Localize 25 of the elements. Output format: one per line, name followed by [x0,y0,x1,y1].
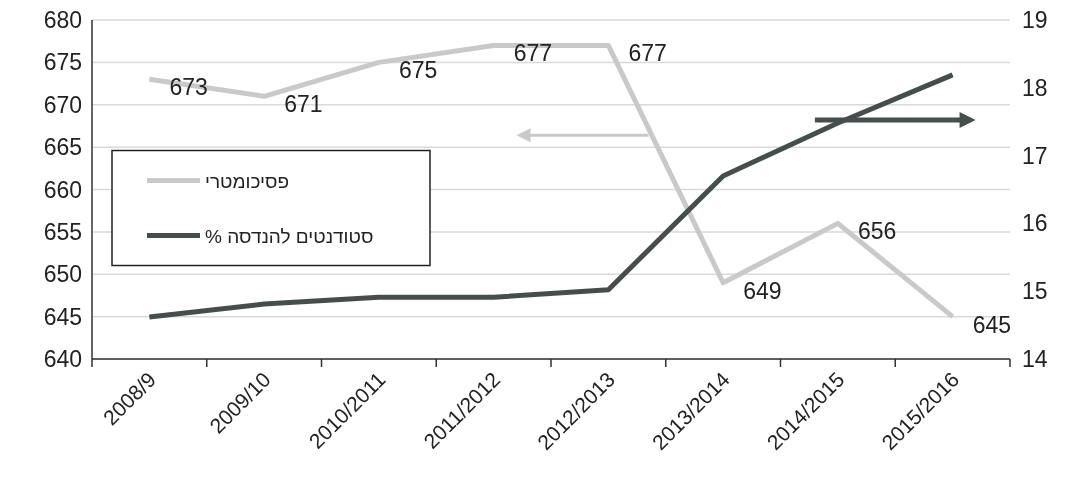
data-label: 677 [513,40,552,67]
data-label: 649 [743,277,782,304]
legend-label: פסיכומטרי [205,170,290,192]
data-label: 645 [972,311,1011,338]
y2-tick-label: 17 [1022,142,1048,169]
y2-tick-label: 16 [1022,210,1048,237]
y-tick-label: 680 [43,7,82,33]
data-label: 671 [284,91,323,118]
y2-tick-label: 14 [1022,346,1048,372]
y-tick-label: 645 [43,303,82,330]
data-label: 677 [628,40,667,67]
y-tick-label: 660 [43,176,82,203]
y-tick-label: 655 [43,218,82,245]
y-tick-label: 675 [43,49,82,76]
legend-label: סטודנטים להנדסה % [205,225,374,247]
y2-tick-label: 18 [1022,74,1048,101]
y-tick-label: 650 [43,261,82,288]
y-tick-label: 670 [43,91,82,118]
y-tick-label: 640 [43,346,82,372]
y-tick-label: 665 [43,134,82,161]
data-label: 673 [169,74,208,101]
data-label: 675 [398,57,438,84]
y2-tick-label: 15 [1022,278,1048,305]
y2-tick-label: 19 [1022,7,1048,33]
data-label: 656 [857,218,897,245]
